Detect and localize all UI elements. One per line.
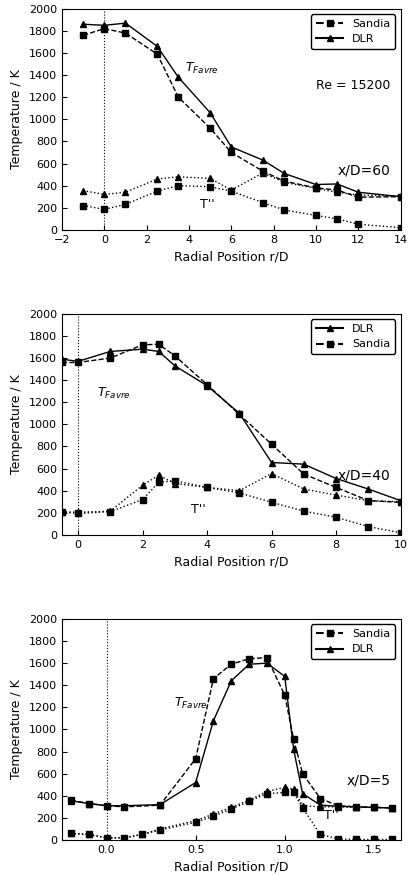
X-axis label: Radial Position r/D: Radial Position r/D [174, 556, 289, 569]
Y-axis label: Temperature / K: Temperature / K [10, 69, 24, 169]
Text: x/D=60: x/D=60 [337, 164, 390, 178]
Text: T'': T'' [199, 199, 214, 211]
Legend: Sandia, DLR: Sandia, DLR [311, 14, 395, 49]
Text: $T_{Favre}$: $T_{Favre}$ [185, 60, 218, 76]
Text: x/D=40: x/D=40 [338, 469, 390, 483]
Y-axis label: Temperature / K: Temperature / K [10, 680, 24, 780]
Text: $T_{Favre}$: $T_{Favre}$ [97, 386, 131, 401]
Legend: Sandia, DLR: Sandia, DLR [311, 625, 395, 659]
X-axis label: Radial Position r/D: Radial Position r/D [174, 860, 289, 873]
Text: T'': T'' [324, 809, 339, 822]
Text: Re = 15200: Re = 15200 [316, 80, 390, 93]
Legend: DLR, Sandia: DLR, Sandia [311, 319, 395, 354]
Y-axis label: Temperature / K: Temperature / K [10, 374, 24, 474]
Text: x/D=5: x/D=5 [347, 774, 390, 788]
Text: T'': T'' [191, 503, 206, 516]
X-axis label: Radial Position r/D: Radial Position r/D [174, 250, 289, 263]
Text: $T_{Favre}$: $T_{Favre}$ [174, 696, 208, 711]
